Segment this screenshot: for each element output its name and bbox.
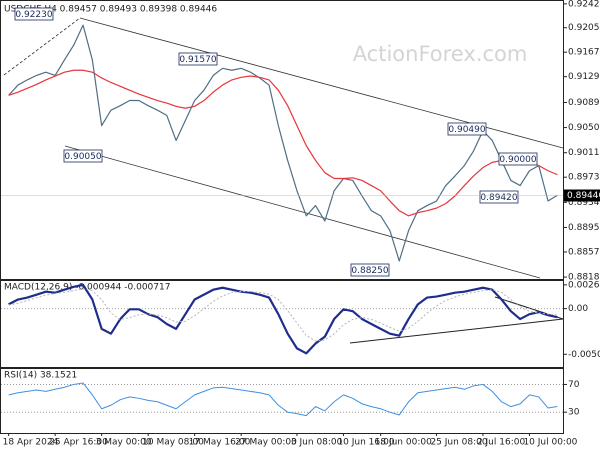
x-tick-label: 25 Apr 16:00 [49,438,108,448]
y-tick-label: 0.00264 [568,280,600,290]
x-tick-label: 25 Jun 08:00 [430,438,487,448]
price-annotation: 0.92230 [15,10,52,20]
price-annotation-box [447,122,487,136]
y-tick-label: -0.005077 [568,350,600,360]
current-price-label: 0.89446 [567,191,600,201]
price-annotation-box [479,190,519,204]
price-annotation-box [350,263,390,277]
x-tick-label: 10 Jul 00:00 [523,438,577,448]
trend-line [64,145,541,279]
macd-panel [0,280,564,368]
current-price-box [564,189,600,202]
series-line [8,288,558,342]
price-annotation: 0.90050 [64,152,101,162]
trend-line [349,318,564,344]
x-tick-label: 18 Apr 2024 [3,438,59,448]
price-panel [0,0,564,280]
x-tick-label: 3 Jun 08:00 [291,438,343,448]
price-annotation: 0.90000 [499,155,536,165]
price-annotation-box [63,149,103,163]
y-tick-label: 70 [568,380,580,390]
price-annotation: 0.90490 [448,125,485,135]
x-tick-label: 3 May 00:00 [96,438,152,448]
x-tick-label: 18 Jun 00:00 [375,438,432,448]
price-annotation: 0.91570 [179,55,216,65]
x-tick-label: 2 Jul 16:00 [477,438,526,448]
x-tick-label: 10 May 08:00 [142,438,204,448]
y-tick-label: 30 [568,408,580,418]
chart-title: USDCHF,H4 0.89457 0.89493 0.89398 0.8944… [4,5,217,15]
price-annotation-box [498,152,538,166]
price-annotation-box [178,52,218,66]
rsi-title: RSI(14) 38.1521 [4,371,77,381]
price-annotation: 0.88250 [351,266,388,276]
price-annotation-box [14,7,54,21]
trend-line [3,17,81,76]
series-line [8,24,558,262]
y-tick-label: 0.00 [568,304,588,314]
rsi-panel [0,368,564,434]
series-line [8,69,558,217]
watermark: ActionForex.com [353,42,528,66]
x-tick-label: 17 May 16:00 [189,438,251,448]
x-tick-label: 10 Jun 16:00 [337,438,394,448]
macd-title: MACD(12,26,9) -0.000944 -0.000717 [4,283,170,293]
price-annotation: 0.89420 [480,193,517,203]
x-tick-label: 27 May 00:00 [235,438,297,448]
series-line [8,283,558,355]
series-line [8,382,558,417]
